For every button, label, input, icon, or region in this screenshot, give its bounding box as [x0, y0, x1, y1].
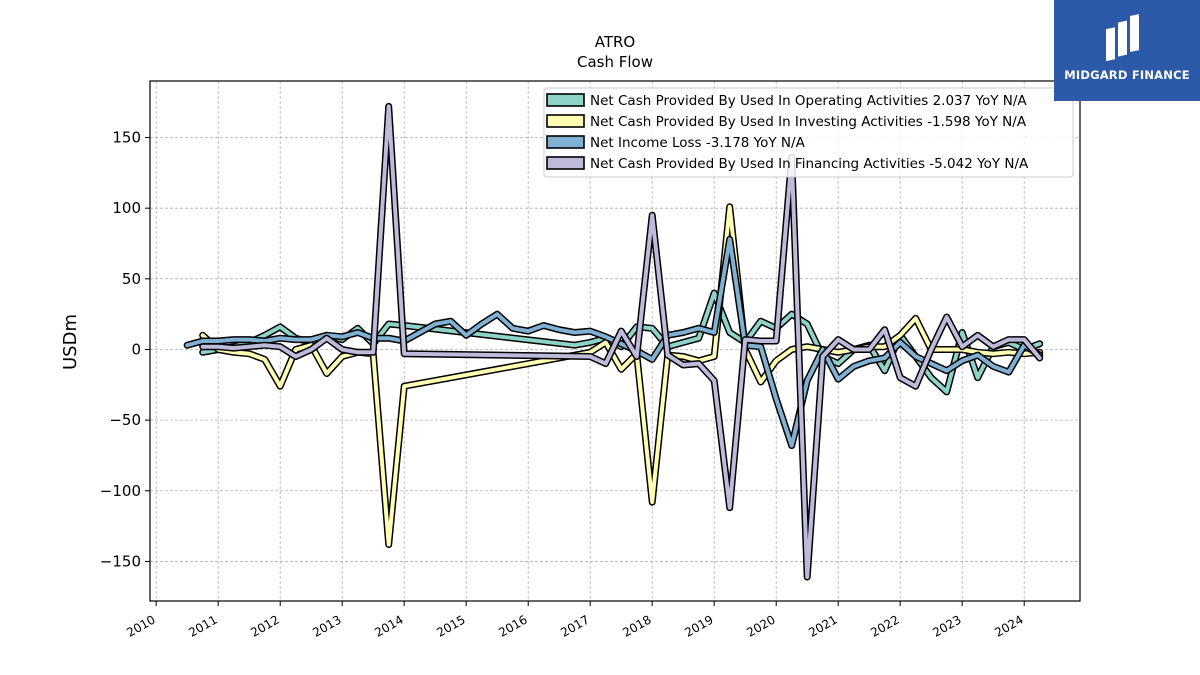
legend-label-0: Net Cash Provided By Used In Operating A… [590, 93, 1027, 109]
series-line-3 [200, 104, 1042, 579]
legend-label-1: Net Cash Provided By Used In Investing A… [590, 114, 1027, 130]
y-tick-label: −50 [109, 411, 141, 429]
y-tick-label: −150 [100, 552, 141, 570]
plot-frame [149, 80, 1081, 602]
y-axis: −150 −100 −50 0 50 100 150 [100, 129, 150, 570]
series-lines [183, 102, 1044, 581]
chart-title: ATRO [595, 33, 636, 51]
legend-swatch-0 [546, 93, 585, 107]
y-axis-label: USDm [60, 314, 81, 370]
legend: Net Cash Provided By Used In Operating A… [543, 87, 1074, 178]
legend-swatch-1 [546, 114, 585, 128]
legend-label-3: Net Cash Provided By Used In Financing A… [590, 156, 1029, 172]
chart-subtitle: Cash Flow [577, 53, 653, 71]
legend-swatch-2 [546, 135, 585, 149]
legend-box [543, 87, 1074, 178]
midgard-logo-icon [1106, 14, 1139, 62]
y-tick-label: 100 [112, 199, 141, 217]
y-tick-label: 150 [112, 129, 141, 147]
logo-text: MIDGARD FINANCE [1064, 68, 1190, 82]
y-tick-label: 0 [131, 340, 141, 358]
legend-swatch-3 [546, 156, 585, 170]
y-tick-label: −100 [100, 482, 141, 500]
midgard-finance-logo: MIDGARD FINANCE [1054, 0, 1200, 101]
legend-label-2: Net Income Loss -3.178 YoY N/A [590, 135, 806, 151]
y-tick-label: 50 [122, 270, 141, 288]
